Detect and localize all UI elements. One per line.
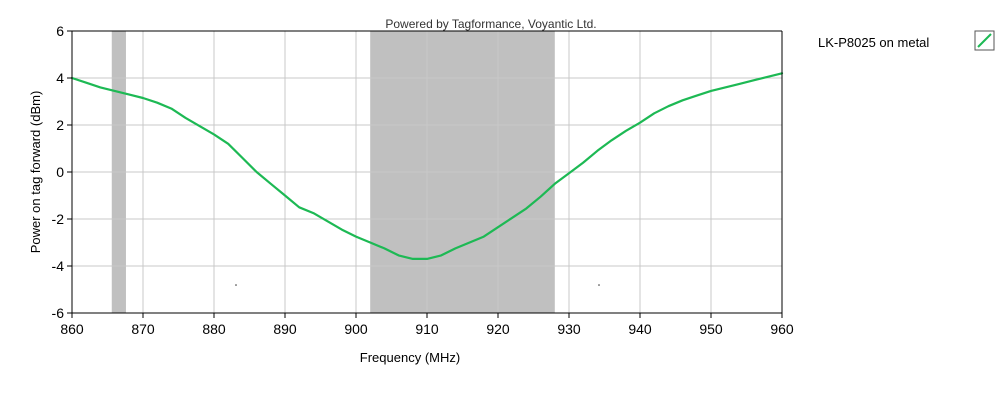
x-tick-label: 960: [770, 321, 794, 337]
y-tick-label: -2: [52, 211, 65, 227]
stray-dot: [235, 284, 237, 286]
series-layer: [70, 72, 784, 260]
x-axis-title: Frequency (MHz): [360, 350, 460, 365]
y-tick-label: 0: [56, 164, 64, 180]
legend-swatch-icon: [974, 30, 995, 51]
chart-subtitle: Powered by Tagformance, Voyantic Ltd.: [385, 17, 596, 31]
y-tick-label: 6: [56, 23, 64, 39]
x-tick-label: 880: [202, 321, 226, 337]
x-tick-label: 910: [415, 321, 439, 337]
y-tick-label: 4: [56, 70, 64, 86]
grid: [71, 30, 783, 314]
y-tick-label: 2: [56, 117, 64, 133]
legend-label: LK-P8025 on metal: [818, 35, 929, 50]
x-tick-label: 870: [131, 321, 155, 337]
y-tick-label: -4: [52, 258, 65, 274]
y-axis-title: Power on tag forward (dBm): [28, 91, 43, 254]
x-tick-label: 900: [344, 321, 368, 337]
stray-dot: [598, 284, 600, 286]
series-line: [70, 72, 784, 260]
x-tick-label: 860: [60, 321, 84, 337]
x-tick-label: 950: [699, 321, 723, 337]
tick-labels: 860 870 880 890 900 910 920 930 940 950 960 -6 -4 -2 0…: [52, 23, 794, 337]
x-tick-label: 920: [486, 321, 510, 337]
legend: LK-P8025 on metal: [818, 30, 995, 51]
y-tick-label: -6: [52, 305, 65, 321]
x-tick-label: 890: [273, 321, 297, 337]
x-tick-label: 940: [628, 321, 652, 337]
x-tick-label: 930: [557, 321, 581, 337]
